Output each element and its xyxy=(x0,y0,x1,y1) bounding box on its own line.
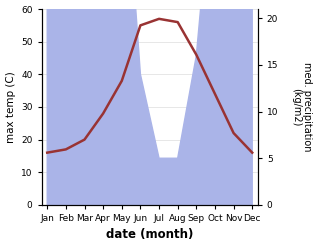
X-axis label: date (month): date (month) xyxy=(106,228,193,242)
Y-axis label: max temp (C): max temp (C) xyxy=(5,71,16,143)
Y-axis label: med. precipitation
(kg/m2): med. precipitation (kg/m2) xyxy=(291,62,313,152)
